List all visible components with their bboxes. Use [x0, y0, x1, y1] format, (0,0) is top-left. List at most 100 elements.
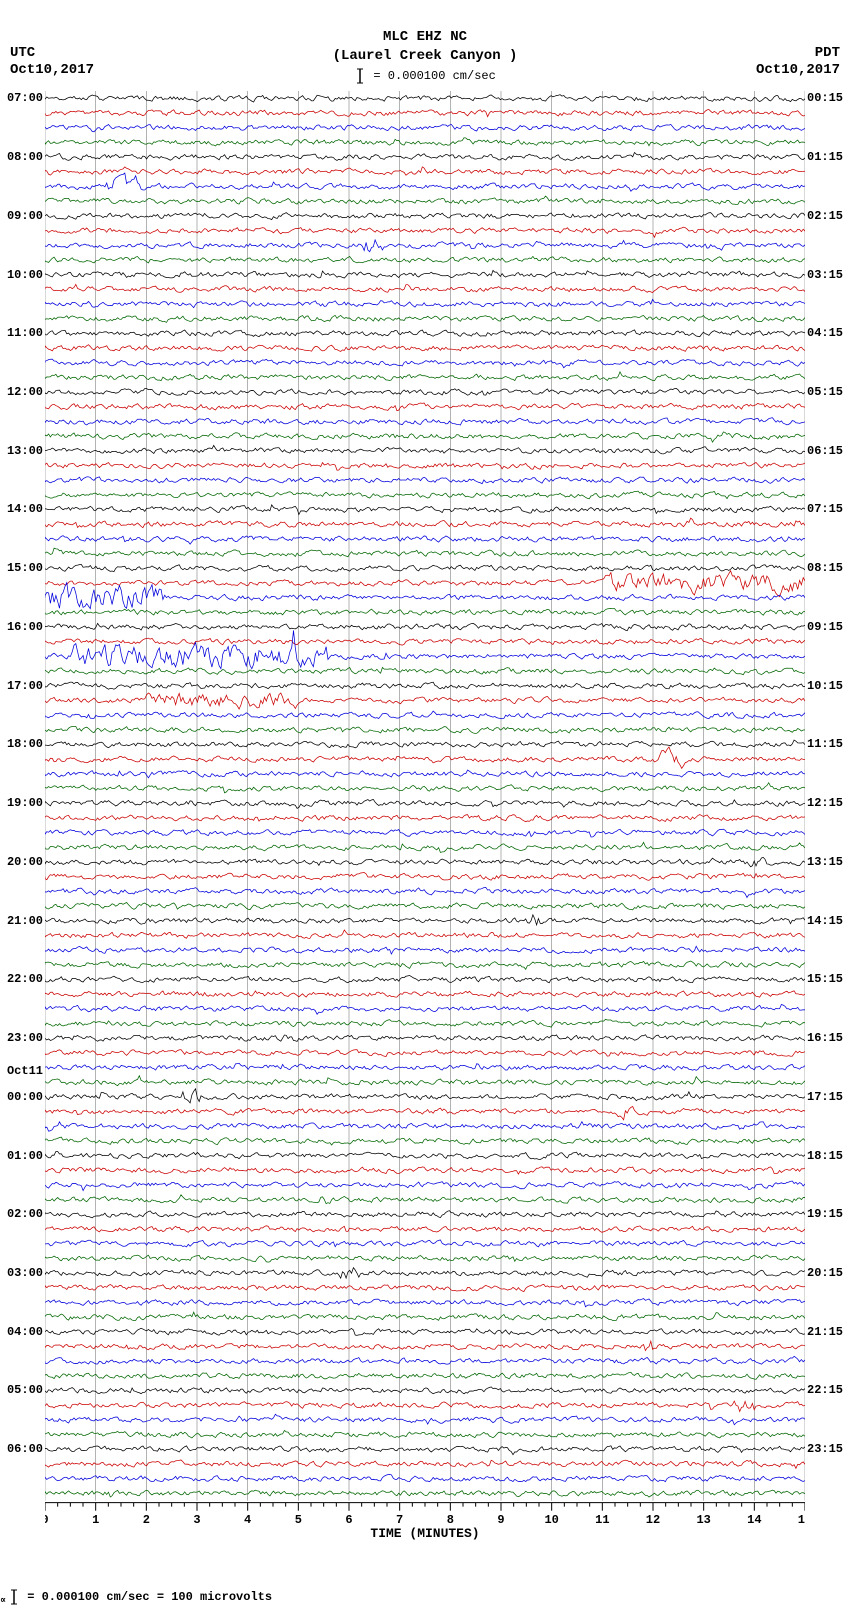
svg-text:9: 9: [497, 1513, 504, 1527]
trace-85: [45, 1341, 805, 1350]
trace-56: [45, 915, 805, 925]
trace-45: [45, 747, 805, 768]
utc-label-21:00: 21:00: [0, 914, 45, 928]
trace-23: [45, 432, 805, 442]
trace-49: [45, 815, 805, 822]
trace-66: [45, 1063, 805, 1070]
svg-text:0: 0: [45, 1513, 49, 1527]
trace-17: [45, 345, 805, 352]
svg-text:13: 13: [696, 1513, 710, 1527]
trace-91: [45, 1430, 805, 1437]
pdt-label-05:15: 05:15: [805, 385, 850, 399]
trace-84: [45, 1328, 805, 1335]
svg-text:5: 5: [295, 1513, 302, 1527]
pdt-label-15:15: 15:15: [805, 972, 850, 986]
utc-label-17:00: 17:00: [0, 679, 45, 693]
pdt-label-18:15: 18:15: [805, 1149, 850, 1163]
trace-62: [45, 1005, 805, 1015]
trace-43: [45, 726, 805, 733]
svg-text:8: 8: [447, 1513, 454, 1527]
trace-32: [45, 564, 805, 571]
svg-text:14: 14: [747, 1513, 761, 1527]
pdt-label-11:15: 11:15: [805, 737, 850, 751]
trace-95: [45, 1490, 805, 1497]
svg-text:1: 1: [92, 1513, 99, 1527]
utc-label-00:00: 00:00: [0, 1090, 45, 1104]
utc-label-16:00: 16:00: [0, 620, 45, 634]
svg-text:3: 3: [193, 1513, 200, 1527]
trace-18: [45, 359, 805, 368]
utc-label-14:00: 14:00: [0, 502, 45, 516]
trace-7: [45, 196, 805, 204]
trace-37: [45, 638, 805, 645]
trace-27: [45, 491, 805, 499]
utc-label-02:00: 02:00: [0, 1207, 45, 1221]
page: UTC Oct10,2017 PDT Oct10,2017 MLC EHZ NC…: [0, 0, 850, 1613]
tz-left-label: UTC: [10, 45, 35, 61]
trace-19: [45, 372, 805, 381]
trace-70: [45, 1122, 805, 1131]
utc-label-Oct11: Oct11: [0, 1064, 45, 1078]
trace-76: [45, 1211, 805, 1218]
trace-54: [45, 887, 805, 897]
trace-55: [45, 902, 805, 909]
trace-2: [45, 124, 805, 131]
trace-34: [45, 583, 805, 609]
pdt-label-12:15: 12:15: [805, 796, 850, 810]
scale-text: = 0.000100 cm/sec: [373, 69, 495, 83]
trace-13: [45, 284, 805, 292]
pdt-label-17:15: 17:15: [805, 1090, 850, 1104]
trace-75: [45, 1195, 805, 1204]
tz-right-label: PDT: [815, 45, 840, 61]
utc-label-23:00: 23:00: [0, 1031, 45, 1045]
utc-label-11:00: 11:00: [0, 326, 45, 340]
utc-label-12:00: 12:00: [0, 385, 45, 399]
utc-label-04:00: 04:00: [0, 1325, 45, 1339]
trace-31: [45, 548, 805, 557]
trace-14: [45, 299, 805, 307]
utc-label-15:00: 15:00: [0, 561, 45, 575]
footer-text: = 0.000100 cm/sec = 100 microvolts: [27, 1590, 272, 1604]
utc-label-10:00: 10:00: [0, 268, 45, 282]
svg-text:∝: ∝: [0, 1596, 6, 1605]
trace-20: [45, 388, 805, 395]
trace-33: [45, 571, 805, 597]
tz-right-date: Oct10,2017: [756, 62, 840, 78]
pdt-label-13:15: 13:15: [805, 855, 850, 869]
trace-3: [45, 138, 805, 146]
svg-text:4: 4: [244, 1513, 251, 1527]
station-name: (Laurel Creek Canyon ): [0, 47, 850, 66]
trace-61: [45, 991, 805, 997]
pdt-label-04:15: 04:15: [805, 326, 850, 340]
trace-9: [45, 227, 805, 237]
trace-63: [45, 1019, 805, 1027]
trace-73: [45, 1167, 805, 1174]
station-id: MLC EHZ NC: [0, 28, 850, 47]
trace-26: [45, 477, 805, 484]
svg-text:10: 10: [544, 1513, 558, 1527]
trace-92: [45, 1446, 805, 1455]
utc-label-01:00: 01:00: [0, 1149, 45, 1163]
trace-82: [45, 1299, 805, 1307]
trace-5: [45, 167, 805, 175]
pdt-label-16:15: 16:15: [805, 1031, 850, 1045]
trace-42: [45, 711, 805, 719]
trace-88: [45, 1387, 805, 1394]
trace-52: [45, 857, 805, 866]
pdt-label-09:15: 09:15: [805, 620, 850, 634]
svg-text:15: 15: [798, 1513, 805, 1527]
pdt-label-19:15: 19:15: [805, 1207, 850, 1221]
trace-35: [45, 609, 805, 616]
utc-label-13:00: 13:00: [0, 444, 45, 458]
trace-59: [45, 961, 805, 969]
trace-41: [45, 693, 805, 709]
trace-58: [45, 946, 805, 954]
trace-83: [45, 1312, 805, 1320]
trace-67: [45, 1076, 805, 1086]
seismogram-plot: 0123456789101112131415TIME (MINUTES): [45, 88, 805, 1543]
trace-47: [45, 783, 805, 793]
pdt-label-14:15: 14:15: [805, 914, 850, 928]
trace-57: [45, 930, 805, 939]
utc-label-03:00: 03:00: [0, 1266, 45, 1280]
trace-48: [45, 799, 805, 808]
